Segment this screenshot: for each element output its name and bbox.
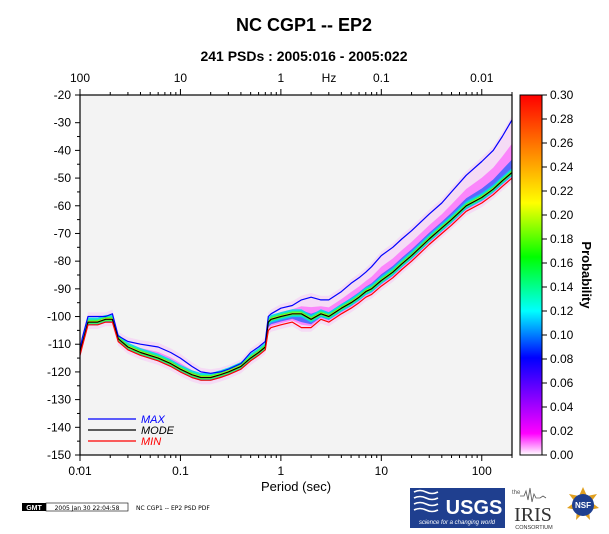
- colorbar-tick-label: 0.12: [550, 304, 574, 318]
- y-tick-label: -100: [47, 310, 71, 324]
- colorbar-tick-label: 0.10: [550, 328, 574, 342]
- top-axis-label: Hz: [322, 71, 337, 85]
- legend-label-mode: MODE: [141, 425, 175, 437]
- gmt-timestamp-box: [45, 502, 129, 512]
- y-tick-label: -50: [54, 171, 72, 185]
- iris-logo-text: IRIS: [514, 504, 552, 526]
- plot-area: [79, 94, 513, 456]
- x-tick-label: 0.01: [68, 464, 92, 478]
- x-tick-label: 10: [375, 464, 389, 478]
- colorbar-label: Probability: [579, 241, 594, 309]
- colorbar-tick-label: 0.08: [550, 352, 574, 366]
- iris-prefix: the: [512, 490, 521, 496]
- y-tick-label: -130: [47, 393, 71, 407]
- top-tick-label: 100: [70, 71, 90, 85]
- gmt-logo-box: [22, 503, 46, 511]
- colorbar-tick-label: 0.18: [550, 232, 574, 246]
- legend-label-min: MIN: [141, 436, 161, 448]
- y-tick-label: -120: [47, 365, 71, 379]
- y-tick-label: -110: [48, 337, 71, 351]
- x-tick-label: 100: [472, 464, 492, 478]
- max-line: [79, 119, 513, 374]
- probability-density-layer: [80, 115, 512, 385]
- colorbar-tick-label: 0.26: [550, 136, 574, 150]
- top-tick-label: 1: [278, 71, 285, 85]
- colorbar-ticks: 0.30 0.28 0.26 0.24 0.22 0.20 0.18 0.16 0.14 0.12…: [542, 88, 574, 462]
- y-tick-label: -140: [47, 420, 71, 434]
- colorbar: [519, 94, 543, 456]
- nsf-logo-text: NSF: [575, 501, 591, 510]
- usgs-tagline: science for a changing world: [419, 520, 496, 526]
- iris-logo: the IRIS CONSORTIUM: [512, 487, 553, 531]
- min-line: [79, 177, 513, 381]
- colorbar-tick-label: 0.00: [550, 448, 574, 462]
- density-band-outer: [80, 115, 512, 385]
- colorbar-tick-label: 0.28: [550, 112, 574, 126]
- colorbar-tick-label: 0.06: [550, 376, 574, 390]
- x-axis-label: Period (sec): [261, 479, 331, 494]
- gmt-stamp: GMT 2005 Jan 30 22:04:58 NC CGP1 -- EP2 …: [22, 502, 210, 512]
- mode-line: [79, 172, 513, 379]
- iris-consortium: CONSORTIUM: [515, 525, 553, 531]
- chart-title: NC CGP1 -- EP2: [236, 15, 372, 35]
- y-tick-label: -80: [54, 254, 72, 268]
- usgs-logo: USGS science for a changing world: [410, 488, 505, 528]
- top-tick-label: 0.01: [470, 71, 494, 85]
- y-tick-label: -20: [54, 88, 72, 102]
- legend-label-max: MAX: [141, 414, 166, 426]
- colorbar-tick-label: 0.30: [550, 88, 574, 102]
- y-tick-label: -150: [47, 448, 71, 462]
- y-tick-label: -70: [54, 226, 72, 240]
- x-axis-bottom: 0.01 0.1 1 10 100: [68, 455, 513, 478]
- y-tick-label: -40: [54, 143, 72, 157]
- x-axis-top: 100 10 1 0.1 0.01: [70, 71, 513, 95]
- x-tick-label: 0.1: [172, 464, 189, 478]
- chart-subtitle: 241 PSDs : 2005:016 - 2005:022: [200, 48, 407, 64]
- y-tick-label: -30: [54, 116, 72, 130]
- colorbar-tick-label: 0.02: [550, 424, 574, 438]
- colorbar-tick-label: 0.24: [550, 160, 574, 174]
- x-tick-label: 1: [278, 464, 285, 478]
- colorbar-tick-label: 0.14: [550, 280, 574, 294]
- colorbar-tick-label: 0.16: [550, 256, 574, 270]
- colorbar-tick-label: 0.20: [550, 208, 574, 222]
- statistics-lines: [79, 119, 513, 381]
- nsf-logo: NSF: [567, 487, 599, 520]
- y-axis: -20 -30 -40 -50 -60 -70 -80 -90 -100 -110 -120 -130…: [47, 88, 80, 470]
- top-tick-label: 10: [174, 71, 188, 85]
- y-tick-label: -60: [54, 199, 72, 213]
- gmt-logo: GMT: [26, 505, 42, 512]
- plot-background: [80, 95, 512, 455]
- colorbar-tick-label: 0.22: [550, 184, 574, 198]
- usgs-logo-text: USGS: [446, 497, 503, 519]
- top-tick-label: 0.1: [373, 71, 390, 85]
- y-tick-label: -90: [54, 282, 72, 296]
- footer-caption: NC CGP1 -- EP2 PSD PDF: [136, 505, 210, 512]
- gmt-timestamp: 2005 Jan 30 22:04:58: [55, 505, 120, 512]
- colorbar-tick-label: 0.04: [550, 400, 574, 414]
